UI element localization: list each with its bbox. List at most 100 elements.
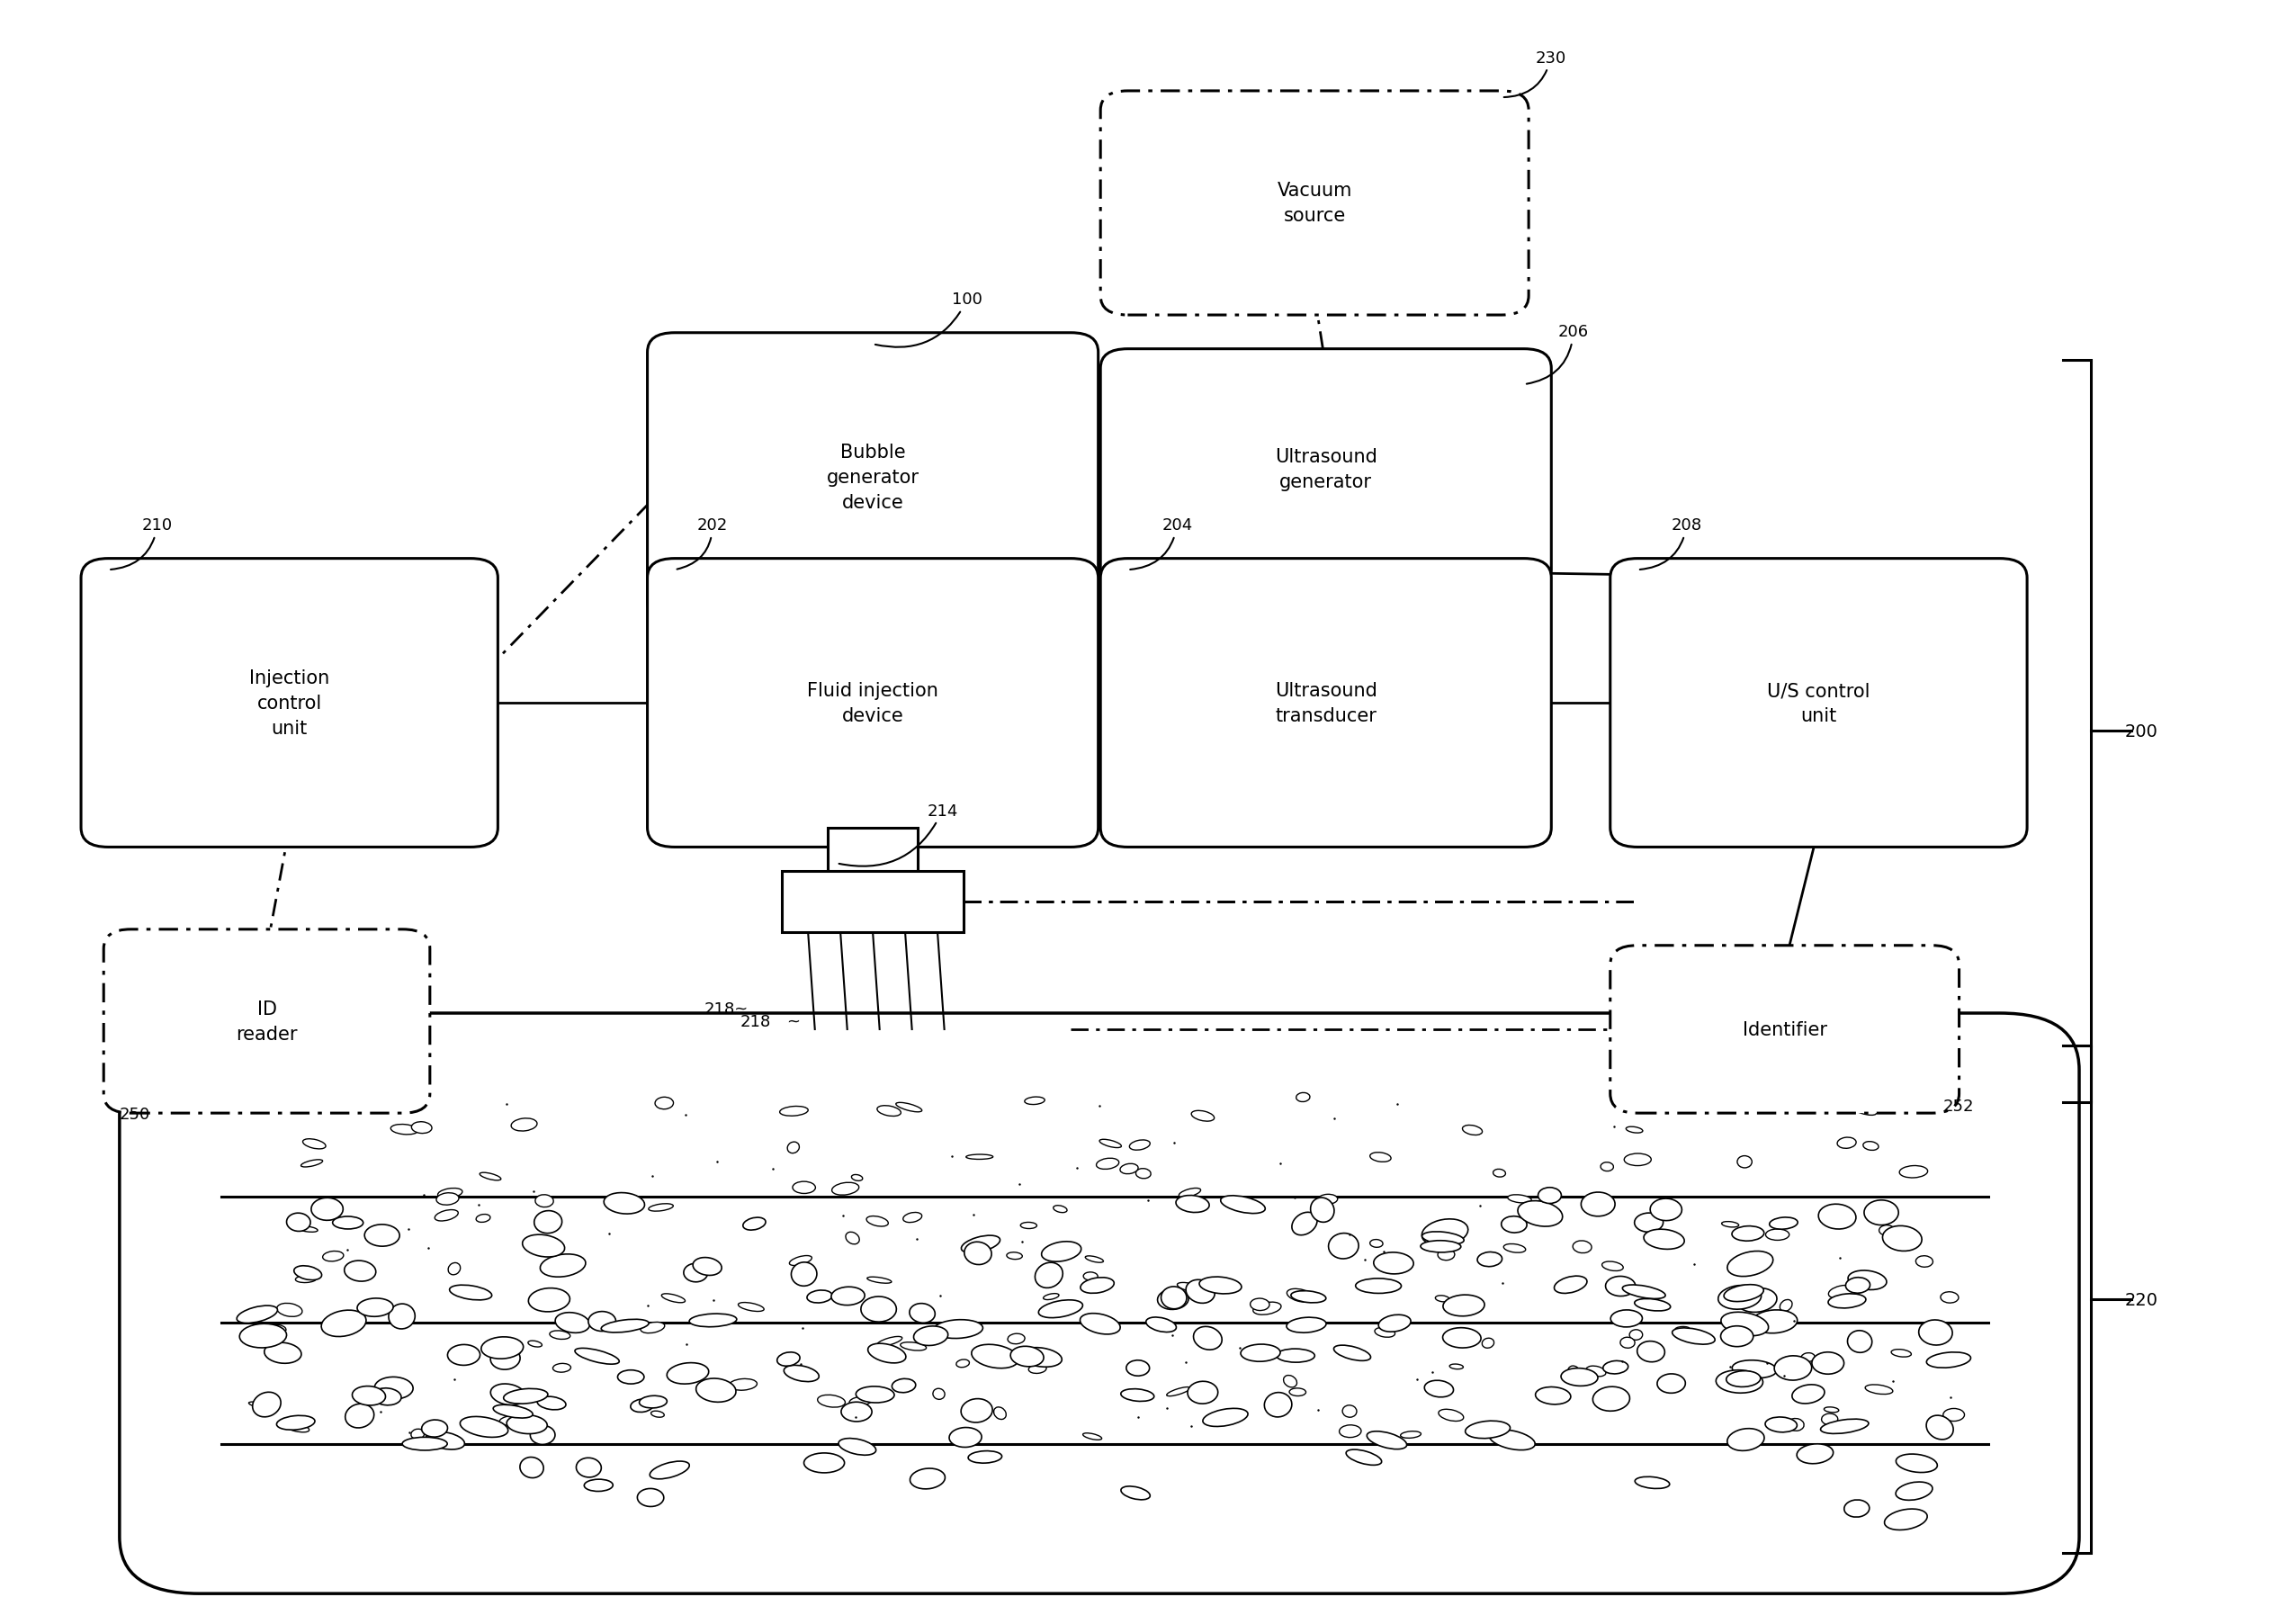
Ellipse shape bbox=[1503, 1244, 1526, 1252]
Ellipse shape bbox=[850, 1397, 872, 1406]
Ellipse shape bbox=[1622, 1285, 1665, 1299]
Ellipse shape bbox=[1283, 1376, 1296, 1387]
Text: U/S control
unit: U/S control unit bbox=[1768, 682, 1870, 724]
Ellipse shape bbox=[1626, 1127, 1642, 1134]
Ellipse shape bbox=[838, 1439, 877, 1455]
Ellipse shape bbox=[494, 1405, 533, 1418]
Ellipse shape bbox=[1355, 1278, 1401, 1293]
Ellipse shape bbox=[1722, 1221, 1738, 1228]
Ellipse shape bbox=[321, 1311, 367, 1337]
Ellipse shape bbox=[1478, 1252, 1501, 1267]
Ellipse shape bbox=[777, 1353, 800, 1366]
Ellipse shape bbox=[358, 1298, 394, 1317]
Ellipse shape bbox=[1738, 1156, 1752, 1168]
Ellipse shape bbox=[1007, 1333, 1025, 1345]
Ellipse shape bbox=[1084, 1272, 1098, 1281]
Text: 210: 210 bbox=[112, 518, 173, 570]
Ellipse shape bbox=[1007, 1252, 1023, 1260]
Ellipse shape bbox=[510, 1119, 538, 1132]
Text: 100: 100 bbox=[875, 292, 982, 348]
Ellipse shape bbox=[1738, 1288, 1777, 1312]
Ellipse shape bbox=[1633, 1213, 1663, 1233]
Ellipse shape bbox=[877, 1106, 900, 1116]
Ellipse shape bbox=[1829, 1294, 1866, 1309]
Ellipse shape bbox=[1941, 1293, 1959, 1302]
Ellipse shape bbox=[1251, 1299, 1269, 1311]
Ellipse shape bbox=[966, 1155, 993, 1160]
Ellipse shape bbox=[861, 1296, 898, 1322]
Ellipse shape bbox=[1178, 1197, 1201, 1205]
Ellipse shape bbox=[1601, 1262, 1624, 1272]
Ellipse shape bbox=[390, 1304, 415, 1328]
FancyBboxPatch shape bbox=[105, 929, 431, 1114]
Ellipse shape bbox=[1421, 1220, 1467, 1246]
Ellipse shape bbox=[1727, 1371, 1761, 1387]
Ellipse shape bbox=[806, 1291, 831, 1302]
Text: 214: 214 bbox=[838, 802, 959, 867]
Ellipse shape bbox=[1137, 1169, 1150, 1179]
FancyBboxPatch shape bbox=[1100, 349, 1551, 590]
Ellipse shape bbox=[1292, 1213, 1317, 1236]
Ellipse shape bbox=[1638, 1341, 1665, 1363]
Ellipse shape bbox=[531, 1426, 556, 1444]
Ellipse shape bbox=[1620, 1337, 1636, 1348]
Ellipse shape bbox=[895, 1103, 923, 1112]
Text: 206: 206 bbox=[1526, 325, 1588, 385]
Ellipse shape bbox=[1891, 1350, 1911, 1358]
Ellipse shape bbox=[285, 1423, 310, 1432]
Ellipse shape bbox=[1435, 1296, 1449, 1302]
Ellipse shape bbox=[267, 1101, 292, 1109]
Ellipse shape bbox=[364, 1224, 399, 1247]
Ellipse shape bbox=[1501, 1216, 1526, 1233]
Text: 218: 218 bbox=[740, 1013, 770, 1030]
Ellipse shape bbox=[697, 1379, 736, 1402]
Ellipse shape bbox=[494, 1343, 522, 1358]
Ellipse shape bbox=[449, 1263, 460, 1275]
Ellipse shape bbox=[690, 1314, 736, 1327]
Ellipse shape bbox=[738, 1302, 763, 1312]
Ellipse shape bbox=[1629, 1090, 1658, 1099]
Ellipse shape bbox=[1752, 1311, 1797, 1333]
Text: Injection
control
unit: Injection control unit bbox=[248, 669, 330, 737]
Ellipse shape bbox=[499, 1415, 526, 1426]
Ellipse shape bbox=[790, 1255, 811, 1265]
Ellipse shape bbox=[1157, 1289, 1189, 1309]
Ellipse shape bbox=[435, 1210, 458, 1221]
Ellipse shape bbox=[1253, 1302, 1280, 1315]
Ellipse shape bbox=[1146, 1317, 1175, 1332]
Ellipse shape bbox=[1718, 1286, 1761, 1309]
Ellipse shape bbox=[588, 1312, 615, 1332]
Ellipse shape bbox=[1581, 1192, 1615, 1216]
Ellipse shape bbox=[554, 1364, 572, 1372]
Ellipse shape bbox=[640, 1322, 665, 1333]
Ellipse shape bbox=[412, 1122, 433, 1134]
Ellipse shape bbox=[1775, 1356, 1811, 1380]
Ellipse shape bbox=[1264, 1392, 1292, 1418]
Ellipse shape bbox=[1863, 1095, 1886, 1104]
Ellipse shape bbox=[460, 1416, 508, 1437]
Ellipse shape bbox=[1882, 1226, 1923, 1250]
Ellipse shape bbox=[1765, 1418, 1797, 1432]
Ellipse shape bbox=[818, 1395, 845, 1408]
Ellipse shape bbox=[323, 1250, 344, 1262]
Ellipse shape bbox=[271, 1325, 287, 1333]
Ellipse shape bbox=[1296, 1093, 1310, 1103]
Text: Vacuum
source: Vacuum source bbox=[1278, 182, 1353, 226]
Ellipse shape bbox=[312, 1199, 344, 1221]
Ellipse shape bbox=[1802, 1353, 1816, 1363]
Ellipse shape bbox=[631, 1400, 654, 1413]
FancyBboxPatch shape bbox=[827, 828, 918, 872]
FancyBboxPatch shape bbox=[1611, 559, 2027, 848]
Ellipse shape bbox=[239, 1324, 287, 1348]
Ellipse shape bbox=[1367, 1431, 1408, 1449]
Ellipse shape bbox=[1125, 1361, 1150, 1376]
Ellipse shape bbox=[1825, 1406, 1838, 1413]
Ellipse shape bbox=[264, 1343, 301, 1364]
Text: ~: ~ bbox=[786, 1013, 800, 1030]
Ellipse shape bbox=[693, 1257, 722, 1275]
Ellipse shape bbox=[683, 1263, 708, 1281]
Ellipse shape bbox=[380, 1095, 399, 1103]
FancyBboxPatch shape bbox=[781, 872, 964, 932]
FancyBboxPatch shape bbox=[647, 559, 1098, 848]
Ellipse shape bbox=[790, 1262, 818, 1286]
